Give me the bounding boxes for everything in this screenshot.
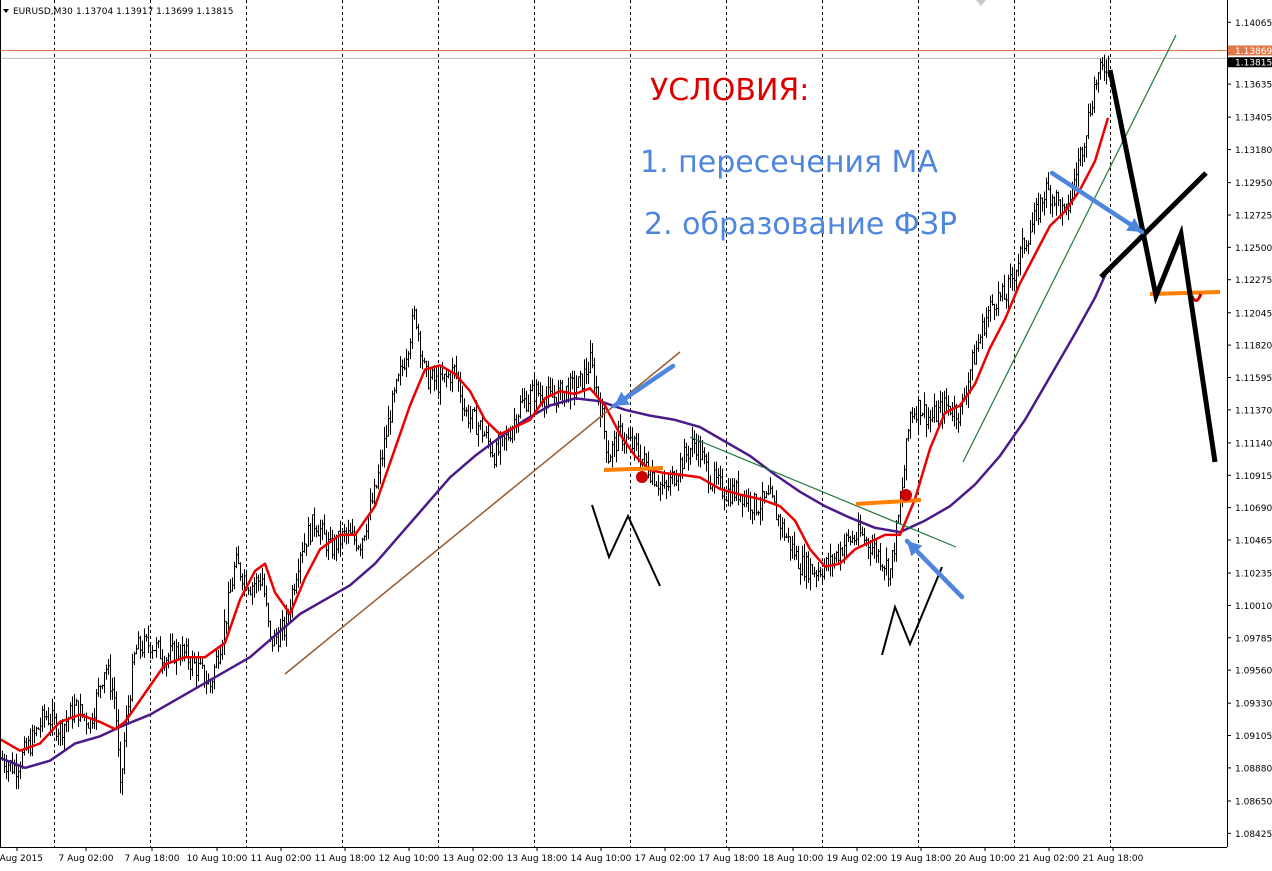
bid-ask-lines <box>0 49 1227 59</box>
price-tick-label: 1.10690 <box>1235 504 1272 514</box>
arrow-shaft <box>1049 170 1145 235</box>
time-tick-label: 11 Aug 02:00 <box>251 854 312 864</box>
time-tick-label: 20 Aug 10:00 <box>955 854 1016 864</box>
arrow-target <box>1049 170 1145 235</box>
price-tick-label: 1.11370 <box>1235 406 1272 416</box>
time-axis: 6 Aug 2015 7 Aug 02:00 7 Aug 18:00 10 Aug 1… <box>0 847 1144 864</box>
entry-marker-2 <box>900 489 912 501</box>
bid-price-box <box>1228 45 1272 56</box>
level-line-3 <box>1149 290 1221 296</box>
price-axis: 1.14065 1.13635 1.13405 1.13180 1.12950 1.127… <box>1227 19 1272 840</box>
entry-marker-1 <box>636 471 648 483</box>
price-tick-label: 1.10010 <box>1235 602 1272 612</box>
price-tick-label: 1.10235 <box>1235 570 1272 580</box>
price-tick-label: 1.09105 <box>1235 732 1272 742</box>
arrow-ma-cross-2 <box>904 538 965 600</box>
fast-ma-line <box>0 117 1110 752</box>
uptrend-channel-line <box>962 34 1177 463</box>
moving-averages <box>0 117 1110 770</box>
ask-price-label: 1.13815 <box>1235 59 1272 69</box>
arrow-ma-cross-1 <box>611 363 676 409</box>
level-line-2 <box>855 498 922 506</box>
projection-zigzag <box>1107 69 1218 463</box>
price-tick-label: 1.10915 <box>1235 472 1272 482</box>
time-tick-label: 13 Aug 02:00 <box>443 854 504 864</box>
price-tick-label: 1.09330 <box>1235 700 1272 710</box>
slow-ma-line <box>0 268 1110 770</box>
resistance-trendline <box>689 436 957 548</box>
price-tick-label: 1.14065 <box>1235 19 1272 29</box>
time-tick-label: 17 Aug 18:00 <box>699 854 760 864</box>
level-line-1 <box>603 466 664 472</box>
ask-price-box <box>1228 57 1272 68</box>
price-tick-label: 1.11595 <box>1235 374 1272 384</box>
price-tick-label: 1.12275 <box>1235 276 1272 286</box>
arrow-head <box>907 541 923 557</box>
price-tick-label: 1.12725 <box>1235 211 1272 221</box>
conditions-title: УСЛОВИЯ: <box>650 73 809 108</box>
scroll-marker-icon <box>976 0 986 6</box>
time-tick-label: 11 Aug 18:00 <box>315 854 376 864</box>
price-tick-label: 1.13405 <box>1235 114 1272 124</box>
dropdown-triangle-icon[interactable] <box>3 9 9 13</box>
time-tick-label: 19 Aug 02:00 <box>827 854 888 864</box>
symbol-label: EURUSD,M30 <box>13 7 73 17</box>
time-tick-label: 18 Aug 10:00 <box>763 854 824 864</box>
price-tick-label: 1.08425 <box>1235 830 1272 840</box>
price-tick-label: 1.11820 <box>1235 342 1272 352</box>
time-tick-label: 10 Aug 10:00 <box>187 854 248 864</box>
price-tick-label: 1.09785 <box>1235 634 1272 644</box>
price-tick-label: 1.12950 <box>1235 179 1272 189</box>
chart-header: EURUSD,M30 1.13704 1.13917 1.13699 1.138… <box>3 0 986 17</box>
time-tick-label: 19 Aug 18:00 <box>891 854 952 864</box>
time-tick-label: 17 Aug 02:00 <box>635 854 696 864</box>
time-tick-label: 21 Aug 02:00 <box>1019 854 1080 864</box>
price-tick-label: 1.12500 <box>1235 244 1272 254</box>
bid-price-label: 1.13869 <box>1235 47 1272 57</box>
ohlc-readout: 1.13704 1.13917 1.13699 1.13815 <box>76 7 233 17</box>
time-tick-label: 14 Aug 10:00 <box>571 854 632 864</box>
pattern-sketch-2 <box>881 566 943 656</box>
projection-cross-line <box>1099 171 1208 279</box>
price-tick-label: 1.10465 <box>1235 536 1272 546</box>
condition-2-text: 2. образование ФЗР <box>644 207 957 242</box>
price-tick-label: 1.09560 <box>1235 667 1272 677</box>
time-tick-label: 7 Aug 18:00 <box>125 854 180 864</box>
price-tick-label: 1.08880 <box>1235 764 1272 774</box>
time-tick-label: 13 Aug 18:00 <box>507 854 568 864</box>
pattern-sketch-1 <box>591 504 661 587</box>
price-tick-label: 1.11140 <box>1235 439 1272 449</box>
price-tick-label: 1.08650 <box>1235 797 1272 807</box>
time-tick-label: 21 Aug 18:00 <box>1083 854 1144 864</box>
arrow-head <box>1126 217 1142 232</box>
price-tick-label: 1.12045 <box>1235 309 1272 319</box>
chart-frame <box>0 0 1228 848</box>
condition-1-text: 1. пересечения МА <box>640 145 938 180</box>
price-tick-label: 1.13180 <box>1235 146 1272 156</box>
price-tick-label: 1.13635 <box>1235 81 1272 91</box>
analysis-drawings <box>284 34 1221 675</box>
time-tick-label: 7 Aug 02:00 <box>59 854 114 864</box>
time-tick-label: 6 Aug 2015 <box>0 854 43 864</box>
time-tick-label: 12 Aug 10:00 <box>379 854 440 864</box>
arrow-head <box>614 391 630 406</box>
